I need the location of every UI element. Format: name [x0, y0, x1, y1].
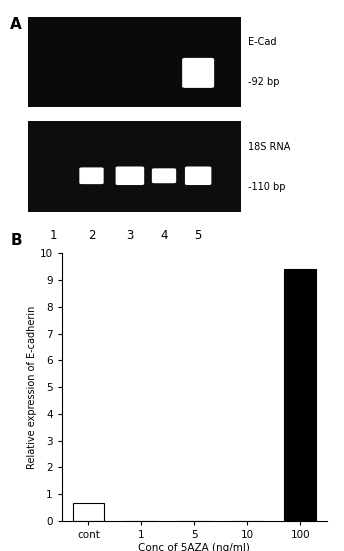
- Text: 18S RNA: 18S RNA: [248, 142, 290, 152]
- Text: 3: 3: [126, 229, 133, 242]
- FancyBboxPatch shape: [185, 166, 211, 185]
- Text: 2: 2: [88, 229, 95, 242]
- FancyBboxPatch shape: [182, 58, 214, 88]
- Text: A: A: [10, 17, 22, 31]
- Text: -92 bp: -92 bp: [248, 77, 279, 87]
- X-axis label: Conc of 5AZA (ng/ml): Conc of 5AZA (ng/ml): [138, 543, 250, 551]
- Bar: [73, 503, 104, 521]
- FancyBboxPatch shape: [116, 166, 144, 185]
- Text: E-Cad: E-Cad: [248, 37, 276, 47]
- Text: 1: 1: [49, 229, 57, 242]
- FancyBboxPatch shape: [79, 168, 104, 184]
- Text: 5: 5: [194, 229, 202, 242]
- Y-axis label: Relative expression of E-cadherin: Relative expression of E-cadherin: [27, 305, 37, 469]
- Bar: [284, 269, 316, 521]
- Text: 4: 4: [160, 229, 168, 242]
- Text: -110 bp: -110 bp: [248, 182, 285, 192]
- Text: B: B: [10, 233, 22, 248]
- FancyBboxPatch shape: [152, 168, 176, 183]
